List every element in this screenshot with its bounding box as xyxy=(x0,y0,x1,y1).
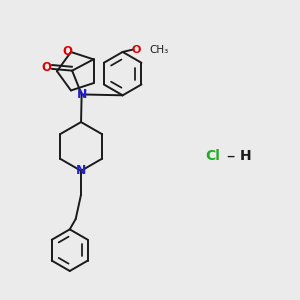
Text: N: N xyxy=(76,88,87,101)
Text: –: – xyxy=(227,147,235,165)
Text: CH₃: CH₃ xyxy=(149,44,169,55)
Text: O: O xyxy=(42,61,52,74)
Text: Cl: Cl xyxy=(205,149,220,163)
Text: N: N xyxy=(76,164,86,177)
Text: O: O xyxy=(62,45,72,58)
Text: O: O xyxy=(132,44,141,55)
Text: H: H xyxy=(239,149,251,163)
